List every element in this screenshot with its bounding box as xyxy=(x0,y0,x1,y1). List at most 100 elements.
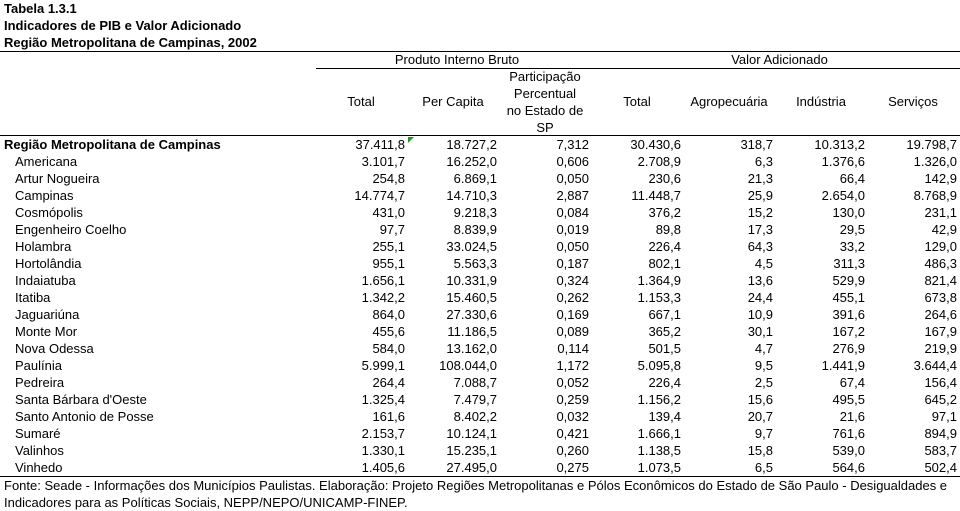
pib-participacao-cell: 0,050 xyxy=(556,171,589,186)
va-agropecuaria-cell: 15,2 xyxy=(747,205,773,220)
va-agropecuaria-cell: 24,4 xyxy=(747,290,773,305)
region-name-cell: Região Metropolitana de Campinas xyxy=(4,137,221,152)
va-servicos-cell: 3.644,4 xyxy=(913,358,957,373)
table-heading: Indicadores de PIB e Valor Adicionado xyxy=(4,18,242,33)
va-industria-cell: 276,9 xyxy=(832,341,865,356)
municipality-name-cell: Itatiba xyxy=(15,290,51,305)
table-row: Holambra 255,1 33.024,5 0,050 226,4 64,3 33,2 1… xyxy=(0,238,960,255)
pib-total-cell: 3.101,7 xyxy=(361,154,405,169)
va-servicos-cell: 42,9 xyxy=(931,222,957,237)
table-bottom-rule xyxy=(0,476,960,477)
group-header-rule xyxy=(316,68,960,69)
pib-per-capita-cell: 6.869,1 xyxy=(453,171,497,186)
table-row: Itatiba 1.342,2 15.460,5 0,262 1.153,3 24,4 45… xyxy=(0,289,960,306)
va-industria-cell: 10.313,2 xyxy=(814,137,865,152)
municipality-name-cell: Indaiatuba xyxy=(15,273,76,288)
pib-per-capita-cell: 108.044,0 xyxy=(439,358,497,373)
pib-per-capita-cell: 7.088,7 xyxy=(453,375,497,390)
va-servicos-cell: 1.326,0 xyxy=(913,154,957,169)
municipality-name-cell: Hortolândia xyxy=(15,256,82,271)
column-header-pib-participacao: Participação Percentual no Estado de SP xyxy=(506,68,584,135)
table-row: Artur Nogueira 254,8 6.869,1 0,050 230,6 21,3… xyxy=(0,170,960,187)
va-total-cell: 139,4 xyxy=(648,409,681,424)
pib-participacao-cell: 0,089 xyxy=(556,324,589,339)
va-agropecuaria-cell: 30,1 xyxy=(747,324,773,339)
table-row: Monte Mor 455,6 11.186,5 0,089 365,2 30,1 167,… xyxy=(0,323,960,340)
municipality-name-cell: Santa Bárbara d'Oeste xyxy=(15,392,147,407)
va-agropecuaria-cell: 2,5 xyxy=(754,375,773,390)
va-servicos-cell: 821,4 xyxy=(924,273,957,288)
va-industria-cell: 67,4 xyxy=(839,375,865,390)
column-header-pib-per-capita: Per Capita xyxy=(422,94,484,109)
va-servicos-cell: 231,1 xyxy=(924,205,957,220)
group-header-valor-adicionado: Valor Adicionado xyxy=(731,52,828,67)
va-total-cell: 1.156,2 xyxy=(637,392,681,407)
pib-total-cell: 5.999,1 xyxy=(361,358,405,373)
va-industria-cell: 29,5 xyxy=(839,222,865,237)
va-agropecuaria-cell: 4,5 xyxy=(754,256,773,271)
table-row: Indaiatuba 1.656,1 10.331,9 0,324 1.364,9 13,… xyxy=(0,272,960,289)
va-industria-cell: 539,0 xyxy=(832,443,865,458)
pib-participacao-cell: 0,606 xyxy=(556,154,589,169)
pib-total-cell: 1.656,1 xyxy=(361,273,405,288)
pib-per-capita-cell: 16.252,0 xyxy=(446,154,497,169)
pib-per-capita-cell: 14.710,3 xyxy=(446,188,497,203)
pib-total-cell: 584,0 xyxy=(372,341,405,356)
va-agropecuaria-cell: 6,3 xyxy=(754,154,773,169)
va-industria-cell: 21,6 xyxy=(839,409,865,424)
pib-participacao-cell: 0,114 xyxy=(557,341,589,356)
municipality-name-cell: Vinhedo xyxy=(15,460,63,475)
pib-total-cell: 955,1 xyxy=(372,256,405,271)
va-agropecuaria-cell: 15,6 xyxy=(747,392,773,407)
va-total-cell: 667,1 xyxy=(648,307,681,322)
source-note: Fonte: Seade - Informações dos Município… xyxy=(4,478,948,510)
pib-per-capita-cell: 9.218,3 xyxy=(453,205,497,220)
table-title-block: Tabela 1.3.1 Indicadores de PIB e Valor … xyxy=(4,0,257,51)
va-servicos-cell: 894,9 xyxy=(924,426,957,441)
municipality-name-cell: Sumaré xyxy=(15,426,61,441)
va-servicos-cell: 156,4 xyxy=(924,375,957,390)
va-servicos-cell: 97,1 xyxy=(931,409,957,424)
va-servicos-cell: 19.798,7 xyxy=(906,137,957,152)
va-total-cell: 11.448,7 xyxy=(631,188,681,203)
va-agropecuaria-cell: 4,7 xyxy=(754,341,773,356)
table-row: Pedreira 264,4 7.088,7 0,052 226,4 2,5 67,4 156… xyxy=(0,374,960,391)
pib-per-capita-cell: 8.402,2 xyxy=(453,409,497,424)
table-row: Paulínia 5.999,1 108.044,0 1,172 5.095,8 9,5 1… xyxy=(0,357,960,374)
va-industria-cell: 391,6 xyxy=(832,307,865,322)
pib-per-capita-cell: 10.331,9 xyxy=(446,273,497,288)
va-agropecuaria-cell: 6,5 xyxy=(754,460,773,475)
summary-row: Região Metropolitana de Campinas 37.411,8… xyxy=(0,136,960,153)
pib-total-cell: 254,8 xyxy=(372,171,405,186)
municipality-name-cell: Cosmópolis xyxy=(15,205,83,220)
table-row: Santo Antonio de Posse 161,6 8.402,2 0,032 1… xyxy=(0,408,960,425)
pib-participacao-cell: 0,275 xyxy=(556,460,589,475)
va-agropecuaria-cell: 17,3 xyxy=(747,222,773,237)
table-row: Santa Bárbara d'Oeste 1.325,4 7.479,7 0,259… xyxy=(0,391,960,408)
va-industria-cell: 1.441,9 xyxy=(821,358,865,373)
va-servicos-cell: 486,3 xyxy=(924,256,957,271)
top-rule xyxy=(0,51,960,52)
va-industria-cell: 66,4 xyxy=(839,171,865,186)
va-total-cell: 376,2 xyxy=(648,205,681,220)
pib-total-cell: 431,0 xyxy=(372,205,405,220)
pib-participacao-cell: 0,421 xyxy=(556,426,589,441)
pib-participacao-cell: 0,032 xyxy=(556,409,589,424)
va-total-cell: 230,6 xyxy=(648,171,681,186)
pib-per-capita-cell: 27.495,0 xyxy=(446,460,497,475)
table-row: Engenheiro Coelho 97,7 8.839,9 0,019 89,8 17,… xyxy=(0,221,960,238)
municipality-name-cell: Campinas xyxy=(15,188,74,203)
va-total-cell: 226,4 xyxy=(648,239,681,254)
municipality-name-cell: Holambra xyxy=(15,239,72,254)
pib-participacao-cell: 0,169 xyxy=(556,307,589,322)
pib-total-cell: 864,0 xyxy=(372,307,405,322)
va-industria-cell: 130,0 xyxy=(832,205,865,220)
table-row: Americana 3.101,7 16.252,0 0,606 2.708,9 6,3 1… xyxy=(0,153,960,170)
table-number: Tabela 1.3.1 xyxy=(4,1,77,16)
pib-total-cell: 1.330,1 xyxy=(361,443,405,458)
pib-participacao-cell: 0,260 xyxy=(556,443,589,458)
pib-participacao-cell: 0,084 xyxy=(556,205,589,220)
va-agropecuaria-cell: 21,3 xyxy=(747,171,773,186)
va-industria-cell: 495,5 xyxy=(832,392,865,407)
va-agropecuaria-cell: 10,9 xyxy=(747,307,773,322)
